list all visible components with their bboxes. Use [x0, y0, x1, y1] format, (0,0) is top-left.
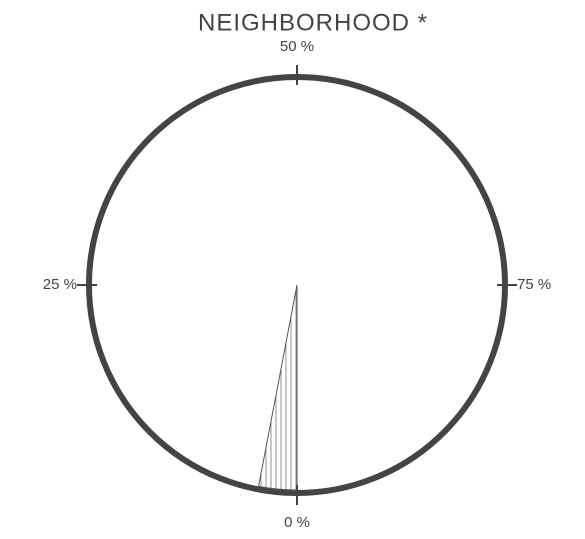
tick-label: 25 % [43, 276, 77, 293]
tick-label: 0 % [284, 514, 310, 531]
tick-label: 50 % [280, 38, 314, 55]
tick-label: 75 % [517, 276, 551, 293]
gauge-wedge [258, 284, 298, 491]
chart-title: NEIGHBORHOOD * [198, 9, 428, 36]
